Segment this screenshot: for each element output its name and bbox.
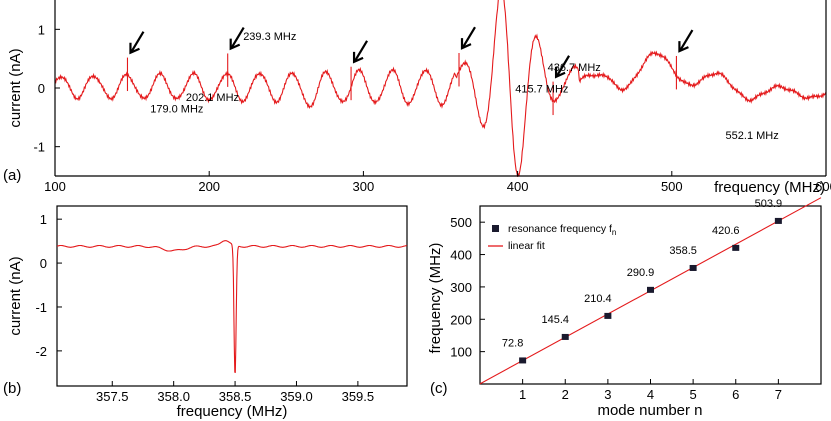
panel-a-x-tick-label: 100 <box>44 179 66 194</box>
panel-c-y-tick-label: 400 <box>450 248 472 263</box>
panel-a-arrow <box>229 27 245 51</box>
panel-c-x-tick-label: 5 <box>690 387 697 402</box>
panel-b-x-tick-label: 358.0 <box>157 389 190 404</box>
panel-a-annotation: 179.0 MHz <box>150 104 203 116</box>
panel-c-point <box>561 333 569 340</box>
arrow-shaft <box>130 31 145 53</box>
arrow-head <box>229 38 241 51</box>
panel-c-point-label: 290.9 <box>627 267 655 279</box>
panel-a-y-tick-label: 0 <box>38 81 45 96</box>
legend-fit-label: linear fit <box>508 240 545 252</box>
panel-a-annotation: 239.3 MHz <box>243 31 296 43</box>
panel-b-y-tick-label: 1 <box>40 212 47 227</box>
panel-c-point <box>604 312 612 319</box>
panel-c-x-tick-label: 3 <box>604 387 611 402</box>
panel-c-y-tick-label: 100 <box>450 345 472 360</box>
panel-c-ticks: 1 2 3 4 5 6 7 100 200 300 400 500 <box>450 215 782 402</box>
arrow-shaft <box>354 40 369 62</box>
panel-a-y-tick-label: 1 <box>38 22 45 37</box>
panel-c-point <box>647 286 654 293</box>
panel-a-trace <box>54 0 827 177</box>
panel-a-x-title: frequency (MHz) <box>714 179 825 196</box>
arrow-head <box>460 38 472 50</box>
panel-c-x-tick-label: 7 <box>775 387 782 402</box>
panel-b: 357.5 358.0 358.5 359.0 359.5 -2 -1 0 1 current … <box>3 205 408 420</box>
arrow-shaft <box>556 55 571 77</box>
panel-a-annotation: 552.1 MHz <box>726 130 779 142</box>
panel-c-point-label: 210.4 <box>584 293 612 305</box>
panel-a-x-tick-label: 300 <box>353 179 375 194</box>
legend-series-label: resonance frequency fn <box>508 223 616 237</box>
legend-marker-points <box>492 225 499 232</box>
panel-a-arrow <box>554 55 571 79</box>
panel-b-x-tick-label: 359.5 <box>342 389 375 404</box>
panel-c: 72.8 145.4 210.4 290.9 358.5 420.6 503.9 1 2 3 4 5… <box>427 197 822 419</box>
panel-a-x-tick-label: 400 <box>507 179 529 194</box>
panel-c-y-tick-label: 200 <box>450 312 472 327</box>
panel-b-y-title: current (nA) <box>7 256 24 335</box>
panel-a-y-tick-label: -1 <box>33 140 45 155</box>
panel-b-x-tick-label: 358.5 <box>219 389 252 404</box>
panel-c-point <box>732 244 740 251</box>
panel-c-label: (c) <box>430 380 448 397</box>
panel-a-annotation: 436.7 MHz <box>548 62 601 74</box>
panel-a-label: (a) <box>3 167 21 184</box>
panel-c-point-label: 358.5 <box>669 245 697 257</box>
panel-c-x-title: mode number n <box>597 402 702 419</box>
arrow-head <box>129 42 140 55</box>
panel-b-y-tick-label: -2 <box>35 344 47 359</box>
panel-a-x-tick-label: 200 <box>198 179 220 194</box>
panel-c-x-tick-label: 1 <box>519 387 526 402</box>
panel-a-x-tick-label: 600 <box>815 179 831 194</box>
panel-b-x-title: frequency (MHz) <box>177 403 288 420</box>
arrow-head <box>352 51 364 64</box>
panel-a-y-title: current (nA) <box>7 48 24 127</box>
panel-b-x-tick-label: 359.0 <box>280 389 313 404</box>
panel-c-point <box>519 357 527 364</box>
panel-c-x-tick-label: 6 <box>732 387 739 402</box>
panel-b-y-tick-label: -1 <box>35 300 47 315</box>
panel-a-arrow <box>678 29 694 53</box>
arrow-head <box>554 66 566 79</box>
panel-b-trace <box>56 240 407 373</box>
panel-b-x-tick-label: 357.5 <box>96 389 129 404</box>
arrow-head <box>678 41 689 53</box>
panel-c-point <box>689 264 697 271</box>
panel-a-series <box>54 0 827 177</box>
arrow-shaft <box>462 26 476 48</box>
panel-c-points: 72.8 145.4 210.4 290.9 358.5 420.6 503.9 <box>502 198 782 364</box>
panel-c-point-label: 72.8 <box>502 337 523 349</box>
panel-a-ticks: 100 200 300 400 500 600 -1 0 1 <box>33 22 831 194</box>
panel-c-point-label: 503.9 <box>755 198 783 210</box>
panel-a-arrow <box>352 40 369 64</box>
panel-b-series <box>56 240 407 373</box>
panel-c-point-label: 145.4 <box>541 314 569 326</box>
arrow-shaft <box>679 29 694 51</box>
panel-a-x-tick-label: 500 <box>661 179 683 194</box>
panel-c-point <box>774 217 782 224</box>
panel-a-annotation: 202.1 MHz <box>186 92 239 104</box>
panel-a-annotation: 415.7 MHz <box>515 84 568 96</box>
panel-c-legend: resonance frequency fn linear fit <box>488 223 616 252</box>
panel-c-x-tick-label: 2 <box>562 387 569 402</box>
panel-c-y-tick-label: 300 <box>450 280 472 295</box>
panel-a-arrows <box>129 26 694 79</box>
panel-b-y-tick-label: 0 <box>40 256 47 271</box>
panel-c-y-title: frequency (MHz) <box>427 243 444 354</box>
arrow-shaft <box>230 27 245 49</box>
panel-b-ticks: 357.5 358.0 358.5 359.0 359.5 -2 -1 0 1 <box>35 212 374 404</box>
panel-c-y-tick-label: 500 <box>450 215 472 230</box>
panel-c-x-tick-label: 4 <box>647 387 654 402</box>
panel-b-frame <box>56 205 408 387</box>
panel-a-arrow <box>129 31 145 55</box>
panel-c-point-label: 420.6 <box>712 225 740 237</box>
panel-a-arrow <box>460 26 476 50</box>
panel-b-label: (b) <box>3 380 21 397</box>
